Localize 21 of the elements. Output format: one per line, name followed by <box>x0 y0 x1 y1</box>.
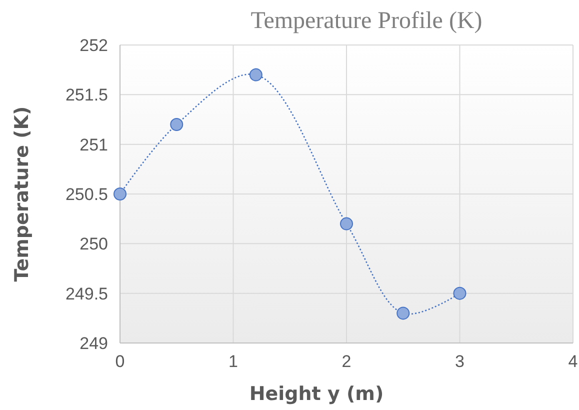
chart-title: Temperature Profile (K) <box>250 8 482 34</box>
x-tick-label: 3 <box>455 352 464 371</box>
y-tick-label: 251.5 <box>65 86 108 105</box>
y-tick-label: 252 <box>80 36 108 55</box>
point <box>453 286 466 300</box>
point <box>340 217 353 230</box>
point <box>170 118 184 131</box>
x-tick-label: 4 <box>568 352 578 371</box>
x-tick-label: 1 <box>228 352 238 371</box>
x-tick-label: 0 <box>115 352 125 371</box>
x-axis-title: Height y (m) <box>249 383 384 405</box>
point <box>396 306 410 320</box>
y-tick-label: 249.5 <box>65 284 108 304</box>
y-tick-label: 249 <box>80 334 108 353</box>
point <box>249 68 262 82</box>
point <box>114 188 126 200</box>
y-axis-title: Temperature (K) <box>11 106 33 282</box>
y-tick-label: 250 <box>80 234 108 254</box>
x-tick-label: 2 <box>342 352 352 371</box>
y-tick-label: 251 <box>80 135 108 154</box>
y-tick-label: 250.5 <box>65 185 108 204</box>
